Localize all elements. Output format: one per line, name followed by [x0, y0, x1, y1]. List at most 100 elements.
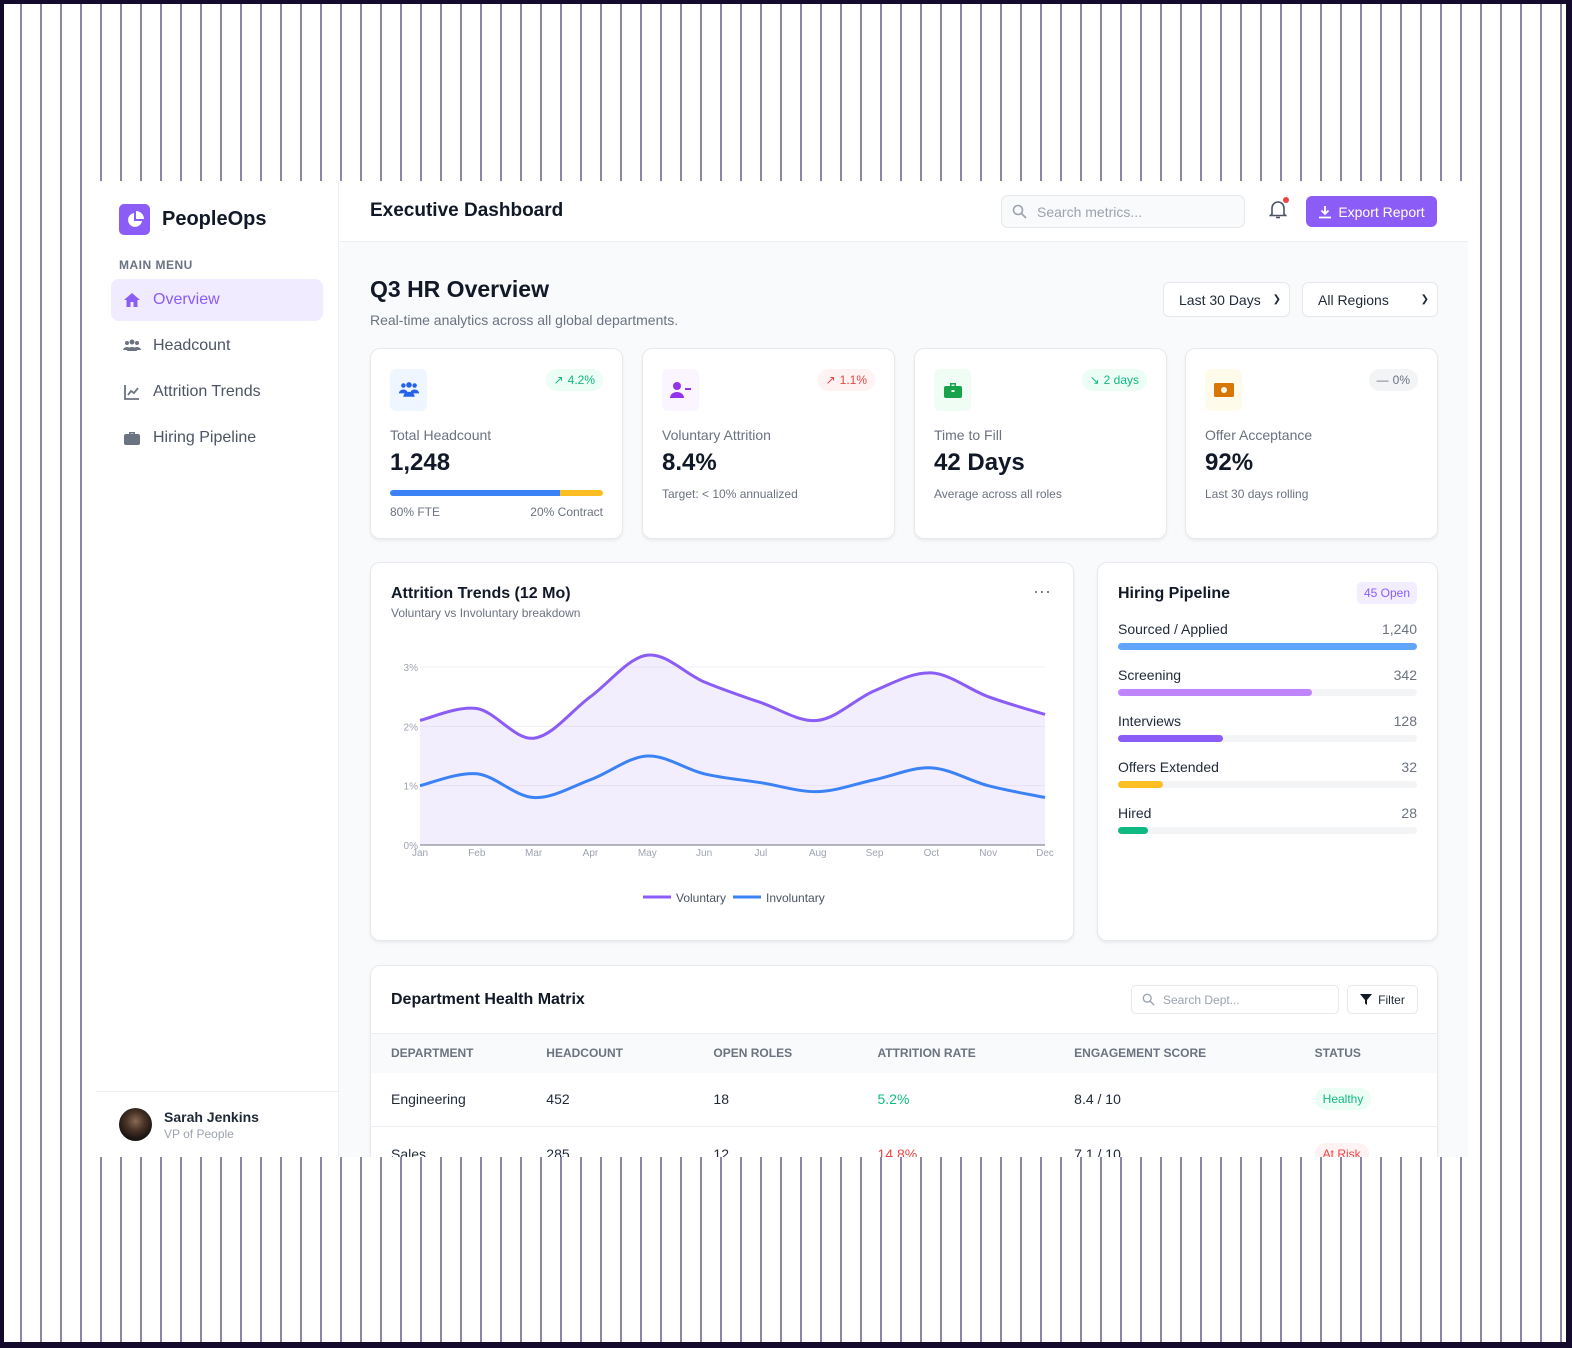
pie-chart-icon [119, 204, 150, 235]
status-cell: Healthy [1314, 1072, 1437, 1127]
main-content: Executive Dashboard Search metrics... Ex… [339, 181, 1468, 1157]
app-name: PeopleOps [162, 208, 267, 230]
badge-text: 2 days [1103, 373, 1139, 387]
status-cell: At Risk [1314, 1126, 1437, 1157]
region-select[interactable]: All Regions ❯ [1302, 282, 1438, 317]
stage-label: Offers Extended [1118, 759, 1219, 775]
user-profile[interactable]: Sarah Jenkins VP of People [96, 1091, 338, 1157]
hiring-pipeline-card: Hiring Pipeline 45 Open Sourced / Applie… [1097, 562, 1438, 941]
matrix-title: Department Health Matrix [391, 991, 585, 1008]
attrition-chart-card: Attrition Trends (12 Mo) Voluntary vs In… [370, 562, 1074, 941]
date-range-select[interactable]: Last 30 Days ❯ [1163, 282, 1290, 317]
x-tick-label: Jul [755, 848, 768, 859]
contract-label: 20% Contract [530, 505, 603, 519]
stage-label: Hired [1118, 805, 1152, 821]
search-input[interactable]: Search metrics... [1001, 195, 1245, 228]
stage-track [1118, 689, 1417, 696]
trend-badge: ↗ 1.1% [817, 369, 875, 391]
kpi-value: 42 Days [934, 449, 1025, 476]
pipeline-stage: Hired 28 [1118, 805, 1417, 834]
table-row[interactable]: Engineering 452 18 5.2% 8.4 / 10 Healthy [371, 1072, 1437, 1127]
users-icon [123, 339, 141, 351]
sidebar-item-attrition-trends[interactable]: Attrition Trends [111, 371, 323, 413]
chevron-down-icon: ❯ [1420, 294, 1429, 305]
pipeline-stage: Offers Extended 32 [1118, 759, 1417, 788]
trend-up-icon: ↗ [553, 373, 564, 387]
kpi-value: 8.4% [662, 449, 717, 476]
sidebar-item-label: Overview [153, 291, 220, 308]
kpi-note: Target: < 10% annualized [662, 487, 798, 501]
kpi-label: Offer Acceptance [1205, 427, 1313, 443]
badge-text: 1.1% [839, 373, 867, 387]
kpi-note: Average across all roles [934, 487, 1062, 501]
stage-value: 128 [1393, 713, 1417, 729]
status-badge: At Risk [1314, 1142, 1369, 1157]
x-tick-label: Aug [809, 848, 827, 859]
x-tick-label: Jun [696, 848, 712, 859]
sidebar-item-overview[interactable]: Overview [111, 279, 323, 321]
user-role: VP of People [164, 1126, 234, 1141]
attrition-cell: 5.2% [877, 1072, 1075, 1127]
engagement-cell: 7.1 / 10 [1074, 1126, 1315, 1157]
kpi-value: 92% [1205, 449, 1254, 476]
pipeline-title: Hiring Pipeline [1118, 585, 1231, 602]
x-tick-label: May [638, 848, 657, 859]
pipeline-stage: Screening 342 [1118, 667, 1417, 696]
x-tick-label: Mar [525, 848, 543, 859]
search-icon [1142, 993, 1155, 1006]
section-subtitle: Real-time analytics across all global de… [370, 312, 679, 328]
legend-label: Voluntary [676, 891, 726, 905]
stage-fill [1118, 781, 1163, 788]
open-roles-cell: 12 [713, 1126, 878, 1157]
x-tick-label: Sep [866, 848, 884, 859]
bell-icon[interactable] [1269, 199, 1287, 219]
dept-cell: Engineering [371, 1072, 547, 1127]
series-line-involuntary [419, 754, 1046, 800]
filter-label: Filter [1378, 992, 1405, 1007]
x-tick-label: Dec [1036, 848, 1054, 859]
sidebar-item-hiring-pipeline[interactable]: Hiring Pipeline [111, 417, 323, 459]
dashboard-window: PeopleOps MAIN MENU Overview Headcount A… [96, 181, 1468, 1157]
kpi-card-attrition: ↗ 1.1% Voluntary Attrition 8.4% Target: <… [642, 348, 895, 539]
export-report-button[interactable]: Export Report [1306, 196, 1437, 227]
table-row[interactable]: Sales 285 12 14.8% 7.1 / 10 At Risk [371, 1126, 1437, 1157]
search-placeholder: Search Dept... [1163, 992, 1240, 1007]
voluntary-area [420, 654, 1045, 845]
column-header: OPEN ROLES [713, 1033, 878, 1073]
trend-down-icon: ↘ [1089, 373, 1100, 387]
kpi-card-offer-acceptance: —0% Offer Acceptance 92% Last 30 days ro… [1185, 348, 1438, 539]
filter-button[interactable]: Filter [1347, 985, 1418, 1014]
badge-text: 4.2% [567, 373, 595, 387]
chart-subtitle: Voluntary vs Involuntary breakdown [391, 606, 581, 620]
stage-label: Sourced / Applied [1118, 621, 1228, 637]
x-tick-label: Nov [979, 848, 997, 859]
open-roles-cell: 18 [713, 1072, 878, 1127]
section-title: Q3 HR Overview [370, 276, 549, 302]
sidebar-item-headcount[interactable]: Headcount [111, 325, 323, 367]
column-header: STATUS [1314, 1033, 1437, 1073]
fte-fill [390, 490, 561, 496]
kpi-label: Total Headcount [390, 427, 492, 443]
stage-fill [1118, 689, 1313, 696]
x-tick-label: Feb [468, 848, 486, 859]
legend-label: Involuntary [766, 891, 825, 905]
stage-label: Screening [1118, 667, 1182, 683]
kpi-label: Voluntary Attrition [662, 427, 771, 443]
briefcase-icon [124, 432, 140, 445]
stage-label: Interviews [1118, 713, 1182, 729]
dept-search-input[interactable]: Search Dept... [1131, 985, 1339, 1014]
contract-fill [560, 490, 603, 496]
notification-dot [1283, 197, 1289, 203]
sidebar: PeopleOps MAIN MENU Overview Headcount A… [96, 181, 339, 1157]
stage-value: 28 [1401, 805, 1417, 821]
chart-title: Attrition Trends (12 Mo) [391, 585, 571, 602]
filter-icon [1360, 994, 1373, 1005]
select-value: All Regions [1318, 291, 1389, 308]
home-icon [124, 293, 140, 307]
open-roles-badge: 45 Open [1356, 582, 1417, 604]
y-tick-label: 2% [404, 722, 419, 733]
stage-fill [1118, 827, 1148, 834]
stage-track [1118, 827, 1417, 834]
column-header: ENGAGEMENT SCORE [1074, 1033, 1315, 1073]
sidebar-nav: Overview Headcount Attrition Trends Hiri… [111, 279, 323, 463]
